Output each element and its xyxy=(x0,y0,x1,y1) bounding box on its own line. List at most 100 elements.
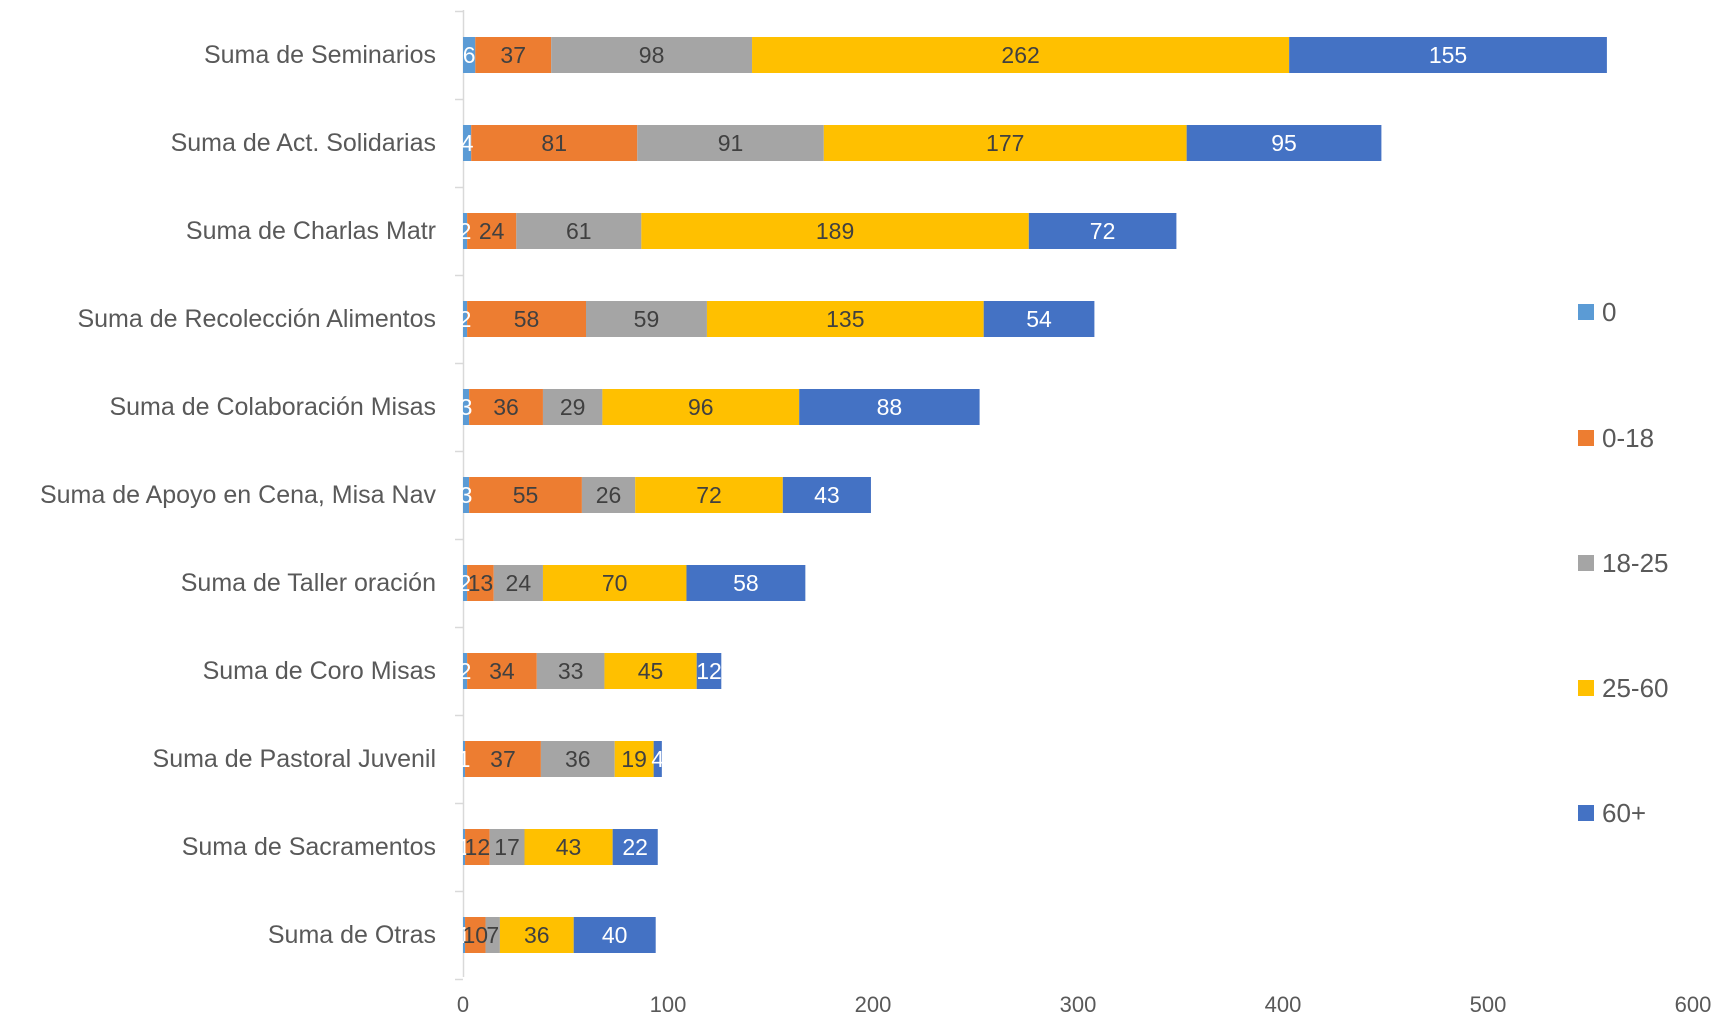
data-label: 17 xyxy=(494,834,520,860)
bar-segment xyxy=(463,565,468,601)
data-label: 43 xyxy=(814,482,840,508)
bar-segment xyxy=(653,741,662,777)
legend-label: 60+ xyxy=(1602,798,1646,828)
bar-segment xyxy=(1186,125,1382,161)
bar-segment xyxy=(573,917,656,953)
bar-segment xyxy=(516,213,642,249)
data-label: 45 xyxy=(638,658,664,684)
data-label: 43 xyxy=(556,834,582,860)
bar-segment xyxy=(463,653,468,689)
data-label: 155 xyxy=(1429,42,1467,68)
data-label: 58 xyxy=(514,306,540,332)
data-label: 2 xyxy=(459,218,472,244)
data-label: 59 xyxy=(634,306,660,332)
bars xyxy=(463,37,1607,953)
bar-segment xyxy=(463,389,470,425)
data-label: 40 xyxy=(602,922,628,948)
data-label: 2 xyxy=(459,570,472,596)
data-label: 81 xyxy=(541,130,567,156)
legend-swatch xyxy=(1578,680,1594,696)
data-label: 88 xyxy=(877,394,903,420)
bar-segment xyxy=(465,741,541,777)
bar-segment xyxy=(823,125,1187,161)
bar-segment xyxy=(614,741,654,777)
bar-segment xyxy=(602,389,800,425)
bar-segment xyxy=(493,565,543,601)
y-tick-label: Suma de Charlas Matr xyxy=(186,217,436,245)
bar-segment xyxy=(641,213,1029,249)
data-label: 3 xyxy=(460,482,473,508)
data-label: 36 xyxy=(493,394,519,420)
y-tick-label: Suma de Seminarios xyxy=(204,41,436,69)
y-tick-label: Suma de Colaboración Misas xyxy=(109,393,436,421)
legend-label: 25-60 xyxy=(1602,673,1669,703)
data-label: 91 xyxy=(718,130,744,156)
x-tick-label: 0 xyxy=(457,992,469,1017)
data-label: 262 xyxy=(1001,42,1039,68)
y-tick-label: Suma de Act. Solidarias xyxy=(171,129,436,157)
data-label: 24 xyxy=(479,218,505,244)
bar-segment xyxy=(467,213,517,249)
data-label: 37 xyxy=(500,42,526,68)
legend-label: 0-18 xyxy=(1602,423,1654,453)
x-tick-label: 200 xyxy=(855,992,892,1017)
bar-segment xyxy=(581,477,636,513)
x-tick-label: 100 xyxy=(650,992,687,1017)
legend-swatch xyxy=(1578,304,1594,320)
bar-segment xyxy=(467,565,494,601)
axes: Suma de Seminarios Suma de Act. Solidaria… xyxy=(40,10,1711,1017)
data-label: 135 xyxy=(826,306,864,332)
y-tick-label: Suma de Taller oración xyxy=(181,569,436,597)
data-label: 22 xyxy=(622,834,648,860)
data-label: 1 xyxy=(458,922,471,948)
bar-segment xyxy=(551,37,753,73)
data-label: 34 xyxy=(489,658,515,684)
legend-swatch xyxy=(1578,555,1594,571)
bar-segment xyxy=(524,829,613,865)
bar-segment xyxy=(475,37,552,73)
bar-segment xyxy=(604,653,697,689)
data-label: 2 xyxy=(459,306,472,332)
y-tick-label: Suma de Recolección Alimentos xyxy=(77,305,436,333)
bar-segment xyxy=(752,37,1290,73)
legend: 0 0-18 18-25 25-60 60+ xyxy=(1578,297,1669,828)
bar-segment xyxy=(469,389,543,425)
bar-segment xyxy=(463,301,468,337)
bar-segment xyxy=(542,389,603,425)
bar-segment xyxy=(536,653,605,689)
y-tick-label: Suma de Otras xyxy=(268,921,436,949)
bar-segment xyxy=(465,829,490,865)
bar-segment xyxy=(983,301,1095,337)
data-label: 36 xyxy=(524,922,550,948)
data-label: 58 xyxy=(733,570,759,596)
data-label: 24 xyxy=(506,570,532,596)
y-tick-label: Suma de Coro Misas xyxy=(203,657,436,685)
data-label: 29 xyxy=(560,394,586,420)
bar-segment xyxy=(540,741,615,777)
y-tick-label: Suma de Sacramentos xyxy=(182,833,436,861)
data-label: 95 xyxy=(1271,130,1297,156)
data-label: 6 xyxy=(463,42,476,68)
data-label: 33 xyxy=(558,658,584,684)
data-label: 12 xyxy=(465,834,491,860)
data-label: 10 xyxy=(463,922,489,948)
legend-label: 0 xyxy=(1602,297,1616,327)
bar-segment xyxy=(463,213,468,249)
data-label: 1 xyxy=(458,746,471,772)
bar-segment xyxy=(686,565,806,601)
data-label: 72 xyxy=(696,482,722,508)
data-label: 72 xyxy=(1090,218,1116,244)
data-label: 12 xyxy=(696,658,722,684)
data-label: 3 xyxy=(460,394,473,420)
x-tick-label: 400 xyxy=(1265,992,1302,1017)
bar-segment xyxy=(499,917,574,953)
data-label: 13 xyxy=(468,570,494,596)
bar-segment xyxy=(463,477,470,513)
bar-segment xyxy=(782,477,871,513)
x-tick-label: 300 xyxy=(1060,992,1097,1017)
bar-segment xyxy=(467,653,537,689)
bar-segment xyxy=(465,917,486,953)
bar-segment xyxy=(471,125,638,161)
data-label: 55 xyxy=(513,482,539,508)
